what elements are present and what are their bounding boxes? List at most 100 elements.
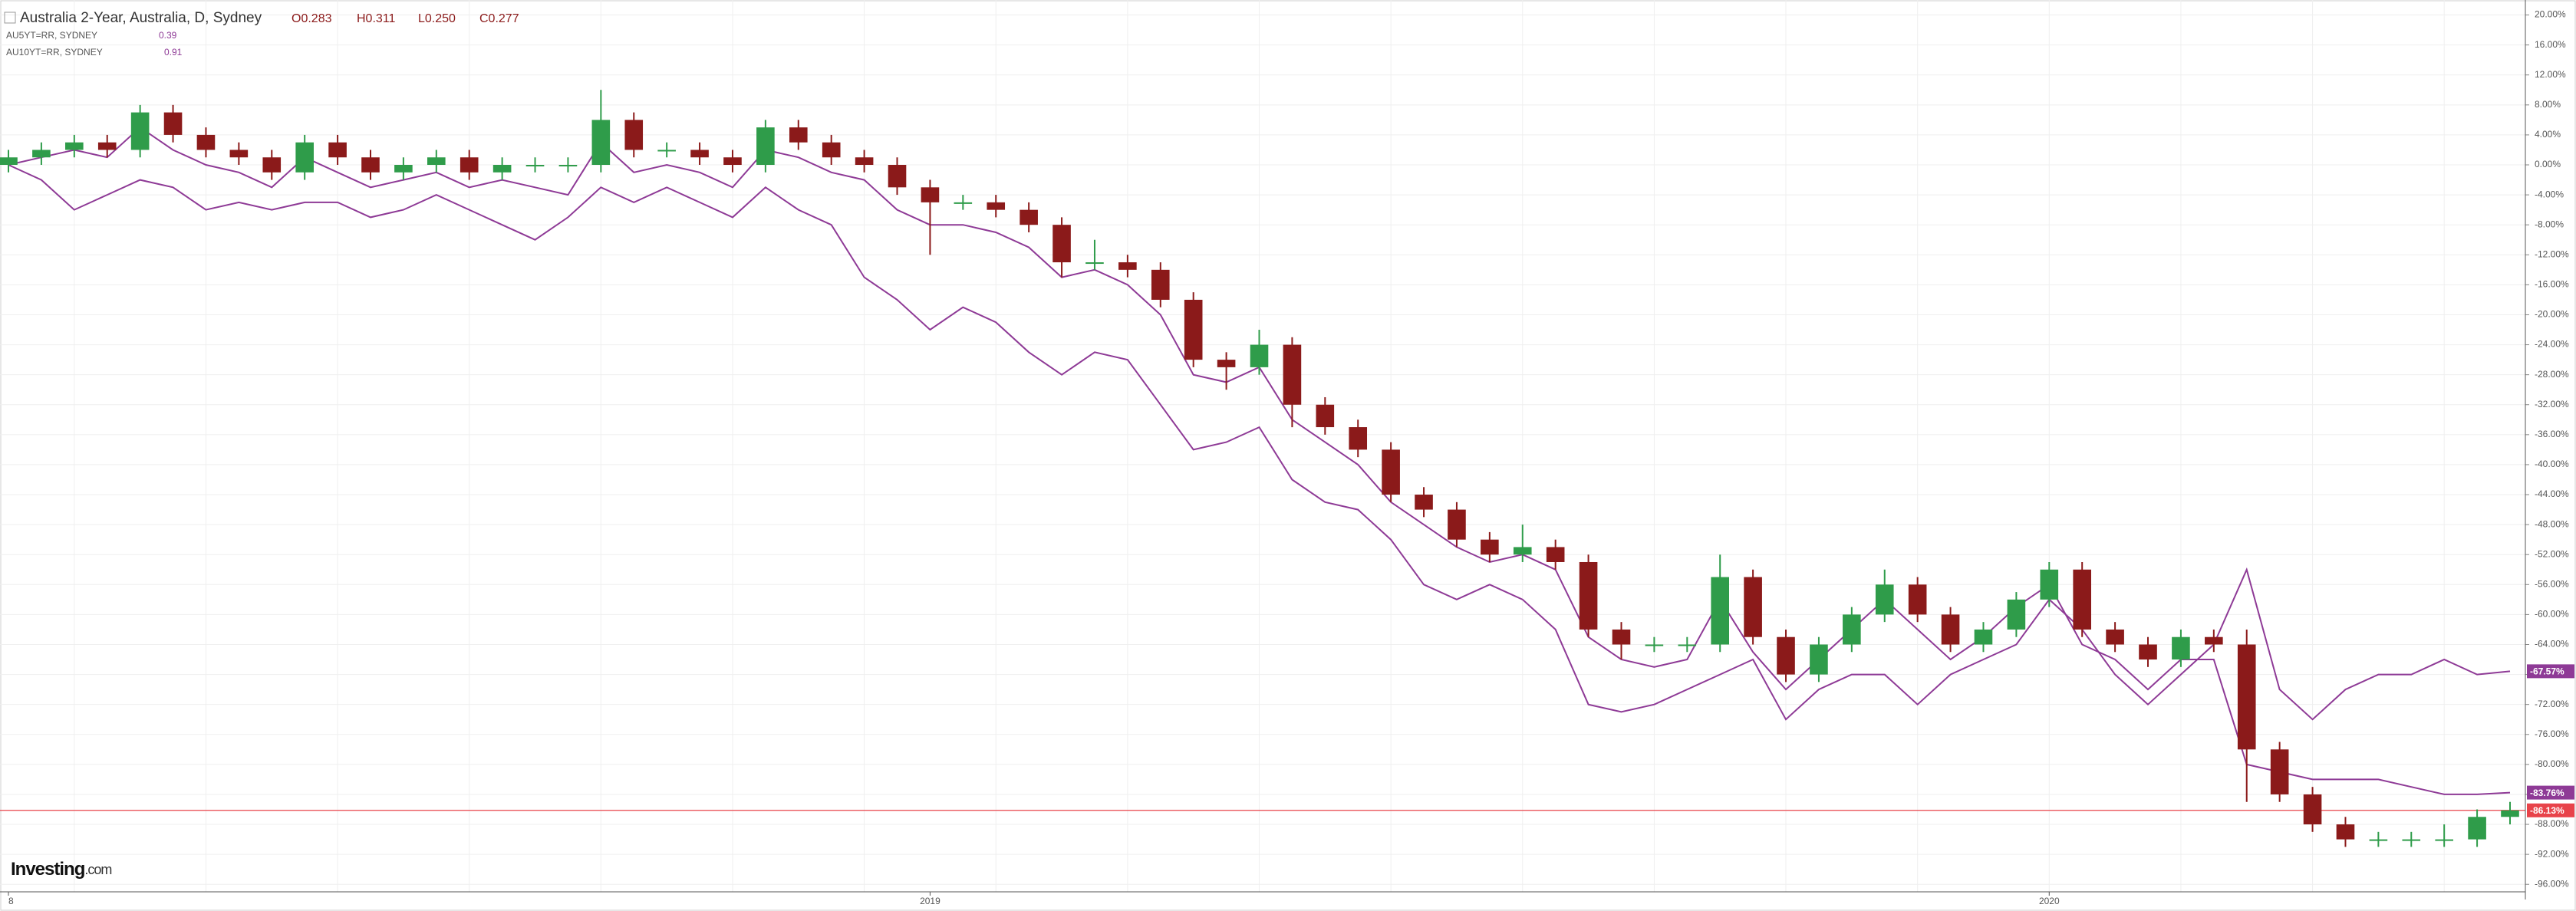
candle-body [591, 120, 611, 166]
candle-body [2402, 839, 2421, 841]
candle-body [525, 165, 545, 167]
y-tick-label: -56.00% [2535, 578, 2569, 589]
watermark-suffix: .com [84, 862, 111, 877]
price-badge [2527, 664, 2574, 679]
candle-body [2139, 644, 2157, 660]
y-tick-label: 4.00% [2535, 129, 2561, 140]
candle-body [1941, 614, 1960, 645]
candle-body [2007, 599, 2026, 630]
candle-body [1020, 209, 1038, 225]
legend-value: 0.91 [164, 47, 183, 58]
candle-body [2501, 810, 2519, 817]
y-tick-label: 20.00% [2535, 9, 2566, 20]
ohlc-label: L0.250 [418, 12, 456, 25]
y-tick-label: -96.00% [2535, 878, 2569, 889]
y-tick-label: -72.00% [2535, 699, 2569, 709]
candle-body [1283, 344, 1302, 405]
grid [0, 0, 2525, 892]
y-tick-label: -40.00% [2535, 459, 2569, 469]
candle-body [624, 120, 644, 150]
x-tick-label: 8 [8, 896, 14, 906]
candle-body [2336, 824, 2355, 840]
y-tick-label: -52.00% [2535, 548, 2569, 559]
candle-body [1908, 584, 1927, 615]
candle-body [2468, 817, 2486, 840]
candle-body [1711, 577, 1730, 645]
candle-body [492, 165, 512, 173]
candle-body [328, 142, 347, 158]
candle-body [1777, 636, 1795, 675]
candle-body [1217, 360, 1236, 367]
candle-body [822, 142, 841, 158]
candle-body [130, 112, 150, 150]
candle-body [394, 165, 413, 173]
candle-body [1085, 262, 1104, 265]
candle-body [1481, 539, 1499, 555]
candle-body [1118, 262, 1137, 270]
legend-entry: AU10YT=RR, SYDNEY [6, 47, 103, 58]
candle-body [1875, 584, 1894, 615]
y-tick-label: 0.00% [2535, 159, 2561, 169]
candle-body [690, 150, 709, 158]
candle-body [2270, 749, 2289, 794]
y-tick-label: -16.00% [2535, 279, 2569, 290]
candle-body [196, 134, 216, 150]
candle-body [1513, 547, 1532, 555]
y-tick-label: -88.00% [2535, 818, 2569, 829]
candle-body [1843, 614, 1861, 645]
candle-body [2303, 794, 2322, 825]
candle-body [2172, 636, 2190, 660]
collapse-icon[interactable] [4, 12, 16, 24]
y-tick-label: -44.00% [2535, 488, 2569, 499]
candle-body [1316, 404, 1335, 428]
candle-body [921, 187, 940, 202]
candle-body [558, 165, 578, 167]
y-tick-label: -48.00% [2535, 518, 2569, 529]
candle-body [2237, 644, 2256, 750]
y-tick-label: -64.00% [2535, 639, 2569, 650]
y-tick-label: -92.00% [2535, 848, 2569, 859]
candle-body [954, 202, 973, 204]
candle-body [1184, 299, 1203, 360]
candle-body [262, 157, 282, 173]
candle-body [987, 202, 1006, 210]
candle-body [65, 142, 84, 150]
y-tick-label: -24.00% [2535, 339, 2569, 350]
price-badge [2527, 803, 2574, 817]
candle-body [888, 165, 907, 188]
candle-body [32, 150, 51, 158]
candle-body [1744, 577, 1762, 637]
candle-body [2040, 569, 2059, 600]
ohlc-label: H0.311 [357, 12, 396, 25]
candle-body [460, 157, 479, 173]
candle-body [1612, 629, 1631, 645]
candle-body [2106, 629, 2124, 645]
y-tick-label: -8.00% [2535, 219, 2564, 229]
candle-body [1382, 449, 1400, 495]
candle-body [295, 142, 314, 173]
candle-body [1151, 269, 1170, 300]
x-tick-label: 2020 [2039, 896, 2060, 906]
y-tick-label: -80.00% [2535, 758, 2569, 769]
candle-body [1546, 547, 1565, 562]
candle-body [1678, 644, 1697, 646]
y-tick-label: 16.00% [2535, 39, 2566, 50]
candle-body [657, 150, 676, 152]
candle-body [756, 127, 775, 166]
candle-body [1415, 495, 1433, 510]
chart-title: Australia 2-Year, Australia, D, Sydney [20, 10, 262, 26]
candle-body [2369, 839, 2388, 841]
candle-body [1448, 509, 1466, 540]
legend-entry: AU5YT=RR, SYDNEY [6, 30, 97, 41]
candle-body [427, 157, 446, 166]
y-tick-label: -32.00% [2535, 399, 2569, 409]
marks [0, 90, 2525, 847]
candle-body [1645, 644, 1664, 646]
y-tick-label: -12.00% [2535, 248, 2569, 259]
candle-body [1052, 225, 1071, 263]
candle-body [1579, 561, 1598, 630]
legend-value: 0.39 [159, 30, 177, 41]
y-tick-label: 8.00% [2535, 99, 2561, 110]
